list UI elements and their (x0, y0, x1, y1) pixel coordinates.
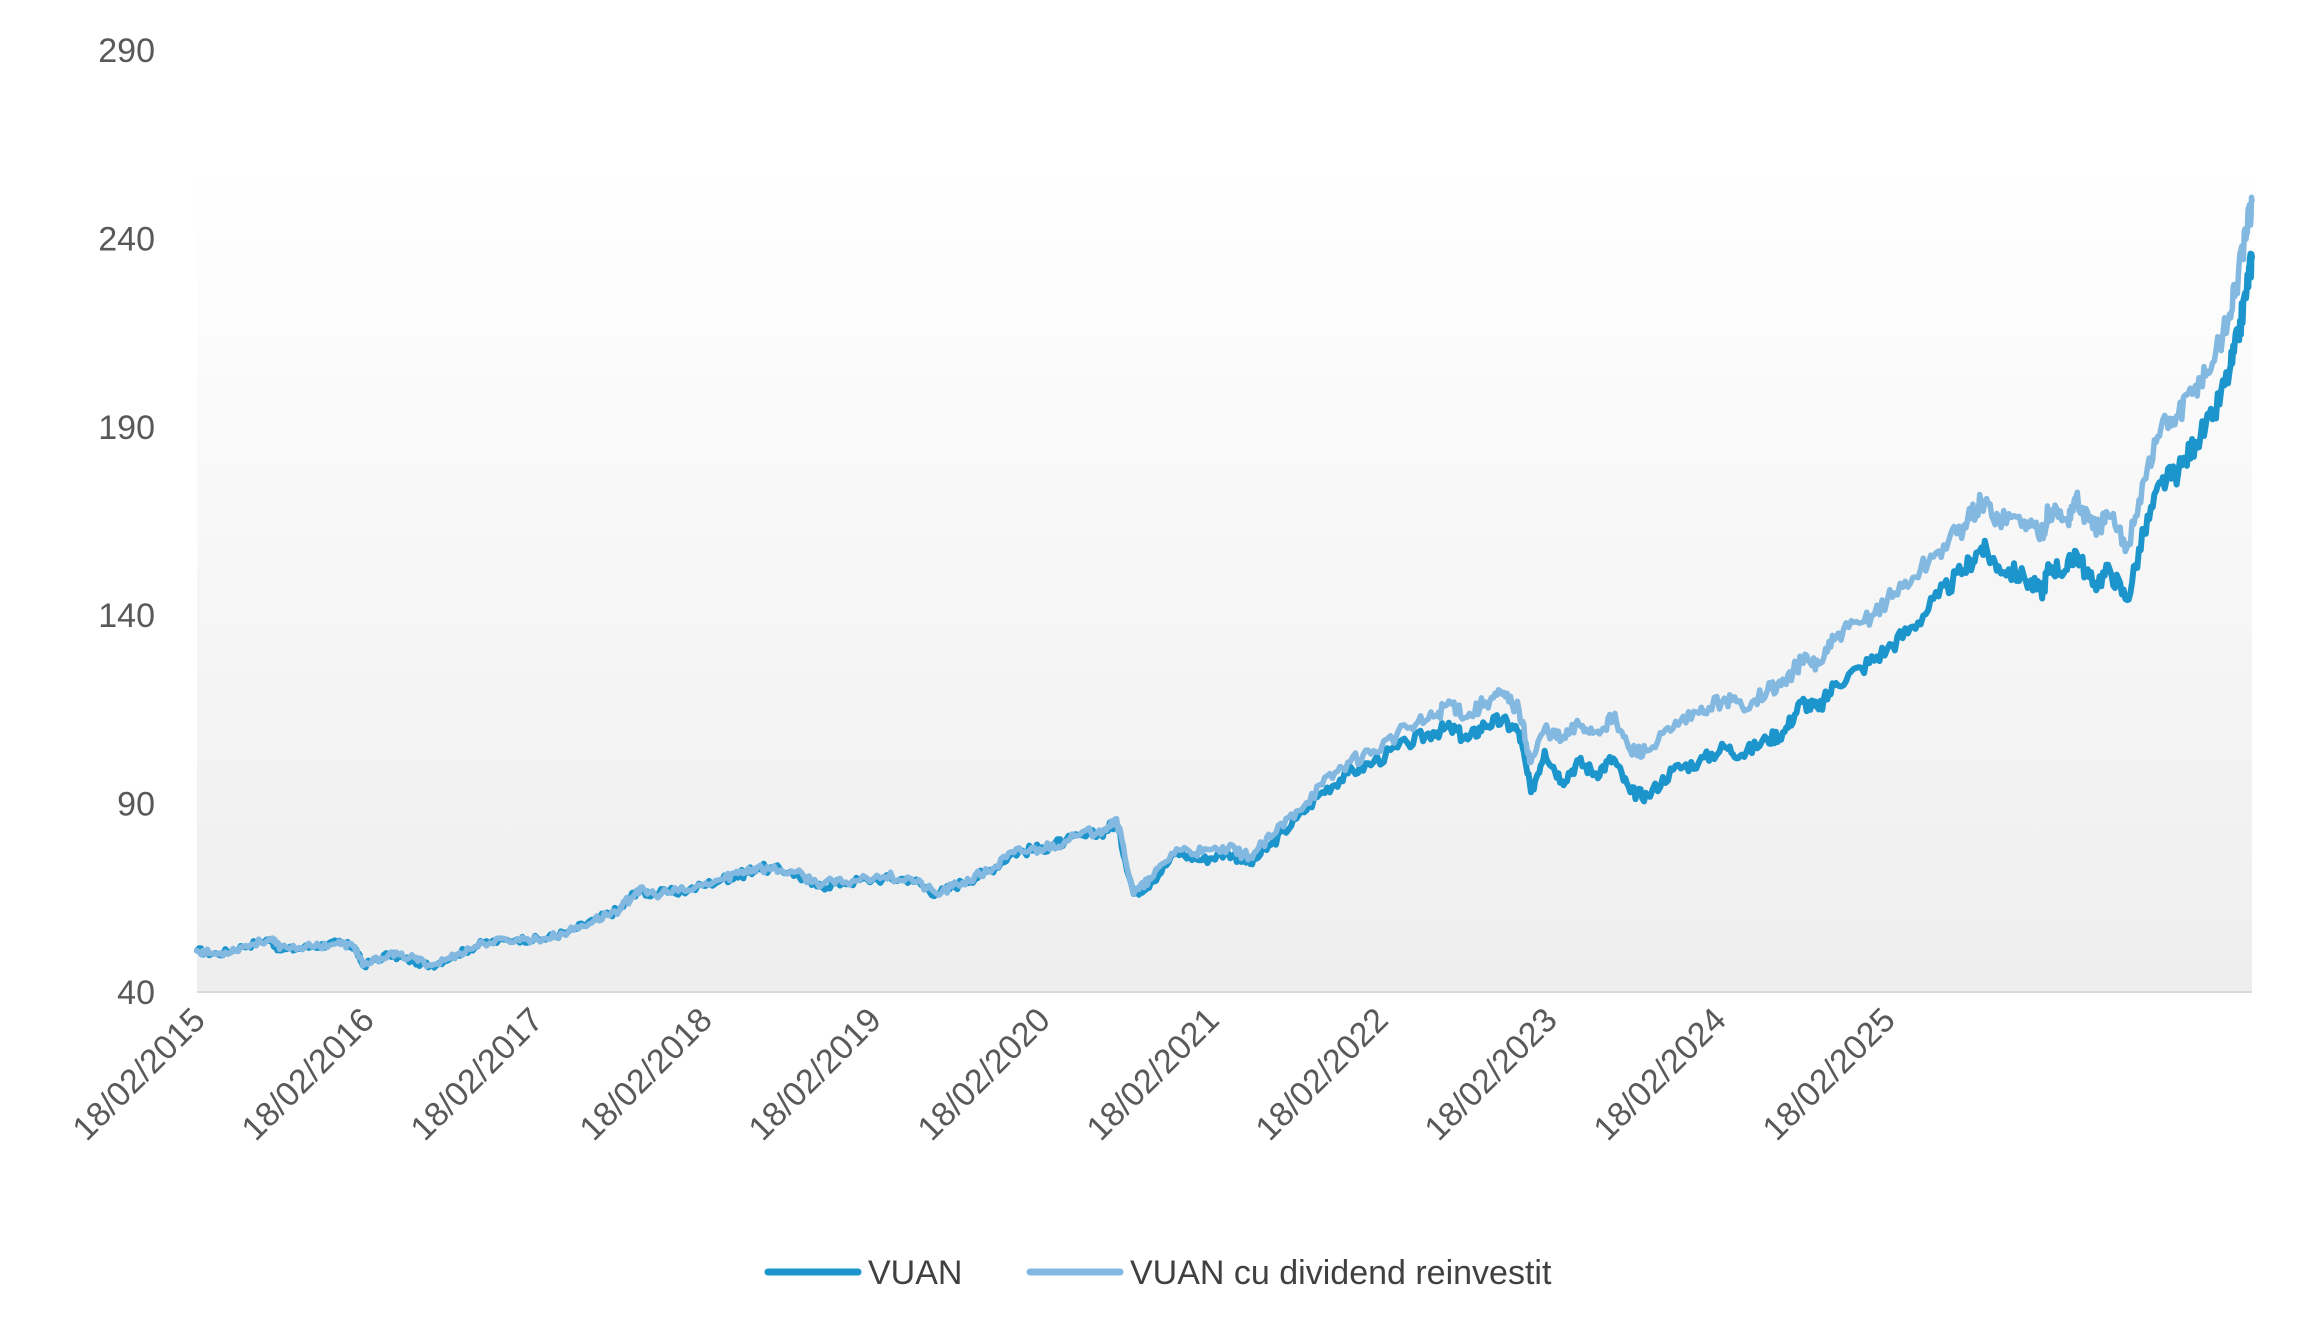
legend: VUAN VUAN cu dividend reinvestit (764, 1254, 1552, 1292)
series-line-vuan-reinvested (194, 194, 2255, 970)
x-tick-label: 18/02/2022 (1248, 1001, 1395, 1148)
series-layer (194, 194, 2255, 971)
legend-label: VUAN cu dividend reinvestit (1130, 1254, 1552, 1292)
y-tick-label: 240 (98, 220, 155, 258)
x-tick-label: 18/02/2019 (741, 1001, 888, 1148)
legend-label: VUAN (868, 1254, 962, 1292)
x-tick-label: 18/02/2020 (910, 1001, 1057, 1148)
x-tick-label: 18/02/2016 (234, 1001, 381, 1148)
x-tick-label: 18/02/2015 (65, 1001, 212, 1148)
plot-area (197, 160, 2252, 992)
y-tick-label: 40 (117, 974, 155, 1012)
y-tick-label: 290 (98, 32, 155, 70)
x-tick-label: 18/02/2021 (1079, 1001, 1226, 1148)
y-tick-label: 90 (117, 786, 155, 824)
x-tick-label: 18/02/2017 (403, 1001, 550, 1148)
x-axis: 18/02/2015 18/02/2016 18/02/2017 18/02/2018… (65, 1001, 1902, 1148)
y-tick-label: 190 (98, 409, 155, 447)
x-tick-label: 18/02/2023 (1417, 1001, 1564, 1148)
x-tick-label: 18/02/2024 (1586, 1001, 1733, 1148)
x-tick-label: 18/02/2025 (1755, 1001, 1902, 1148)
y-tick-label: 140 (98, 597, 155, 635)
x-tick-label: 18/02/2018 (572, 1001, 719, 1148)
y-axis: 40 90 140 190 240 290 (98, 32, 155, 1012)
